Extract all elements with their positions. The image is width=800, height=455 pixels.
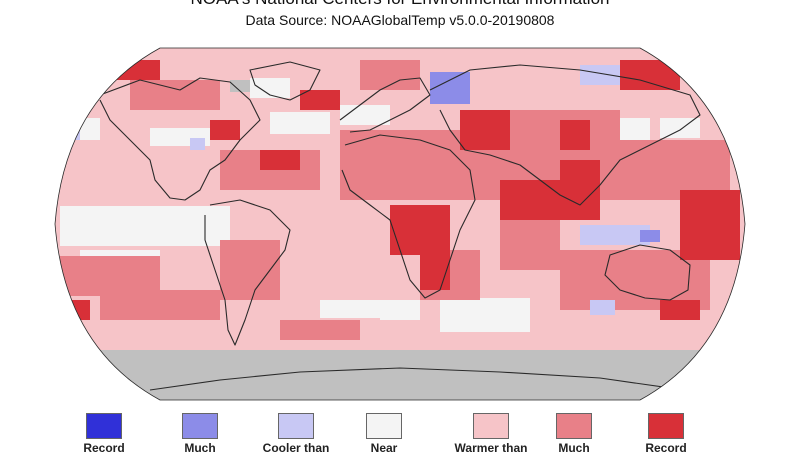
europe-outline (339, 77, 431, 133)
legend-item-cooler-than: Cooler than (251, 413, 341, 455)
legend-item-near: Near (339, 413, 429, 455)
australia-outline (604, 244, 691, 301)
patch (660, 118, 700, 138)
legend-swatch (86, 413, 122, 439)
patch (18, 170, 48, 220)
legend-item-record-warm: Record (621, 413, 711, 455)
legend-swatch (473, 413, 509, 439)
legend-label: Cooler than (262, 441, 330, 455)
legend-item-warmer-than: Warmer than (446, 413, 536, 455)
patch (580, 225, 650, 245)
patch (640, 230, 660, 242)
south-america-outline (204, 199, 291, 346)
legend-label: Record (645, 441, 687, 455)
legend-swatch (366, 413, 402, 439)
patch (380, 300, 420, 320)
asia-outline (429, 64, 701, 206)
patch (280, 320, 360, 340)
patch (340, 130, 480, 200)
patch (60, 206, 230, 246)
data-source-subtitle: Data Source: NOAAGlobalTemp v5.0.0-20190… (245, 12, 555, 28)
legend-label: Near (370, 441, 398, 455)
patch (560, 160, 600, 220)
patch (230, 80, 250, 92)
greenland-outline (249, 61, 321, 101)
patch (100, 290, 220, 320)
patch (320, 300, 380, 318)
north-america-outline (99, 77, 261, 201)
patch (420, 250, 450, 290)
map-title: NOAA's National Centers for Environmenta… (0, 0, 800, 9)
patch (680, 190, 740, 260)
patch (580, 65, 620, 85)
patch (660, 300, 700, 320)
legend-item-record-cold: Record (59, 413, 149, 455)
patch (210, 120, 240, 140)
patch (390, 205, 450, 255)
legend-swatch (556, 413, 592, 439)
antarctica-outline (149, 367, 671, 391)
patch (55, 128, 80, 140)
patch (190, 138, 205, 150)
legend-swatch (182, 413, 218, 439)
africa-outline (341, 134, 476, 299)
globe-outline (54, 47, 746, 401)
patch (60, 256, 160, 296)
patch (430, 72, 470, 104)
legend-item-much-cooler: Much (155, 413, 245, 455)
legend-label: Record (83, 441, 125, 455)
patch (100, 60, 160, 80)
legend-label: Much (184, 441, 216, 455)
legend-swatch (278, 413, 314, 439)
patch (220, 240, 280, 300)
coastline-outlines (99, 61, 701, 391)
patch (250, 78, 290, 98)
patch (560, 120, 590, 150)
legend-item-much-warmer: Much (529, 413, 619, 455)
patch (300, 90, 340, 110)
patch (270, 112, 330, 134)
patch (460, 110, 510, 150)
patch (260, 150, 300, 170)
patch (440, 298, 530, 332)
patch (55, 300, 90, 320)
patch (55, 118, 100, 140)
patch (590, 300, 615, 315)
anomaly-patches (18, 60, 745, 400)
patch (620, 60, 680, 90)
legend-label: Warmer than (454, 441, 528, 455)
patch (130, 80, 220, 110)
patch (55, 350, 745, 400)
legend-swatch (648, 413, 684, 439)
legend-label: Much (558, 441, 590, 455)
